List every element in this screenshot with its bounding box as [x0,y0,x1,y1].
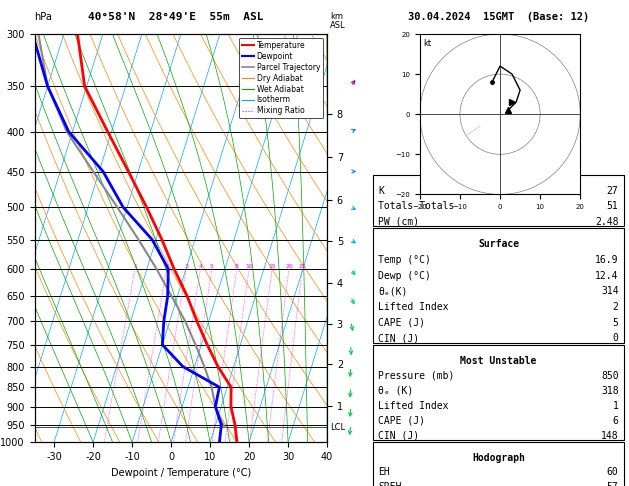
Text: 6: 6 [613,416,618,426]
Text: EH: EH [379,467,390,477]
Bar [373,175,624,226]
Bar [373,228,624,343]
Legend: Temperature, Dewpoint, Parcel Trajectory, Dry Adiabat, Wet Adiabat, Isotherm, Mi: Temperature, Dewpoint, Parcel Trajectory… [239,38,323,119]
Text: 0: 0 [613,333,618,343]
Text: 148: 148 [601,431,618,441]
Text: Surface: Surface [478,240,519,249]
Text: 2: 2 [165,264,169,269]
Text: 25: 25 [298,264,306,269]
Text: SREH: SREH [379,482,402,486]
Text: 5: 5 [210,264,214,269]
Text: θₑ(K): θₑ(K) [379,286,408,296]
Text: Most Unstable: Most Unstable [460,356,537,365]
Text: Lifted Index: Lifted Index [379,401,449,411]
Text: CAPE (J): CAPE (J) [379,416,425,426]
Text: θₑ (K): θₑ (K) [379,386,414,396]
Text: 30.04.2024  15GMT  (Base: 12): 30.04.2024 15GMT (Base: 12) [408,12,589,22]
Text: 2: 2 [613,302,618,312]
Text: 1: 1 [613,401,618,411]
Text: Totals Totals: Totals Totals [379,201,455,211]
Bar [373,345,624,440]
Text: 10: 10 [245,264,253,269]
Text: Dewp (°C): Dewp (°C) [379,271,431,280]
Text: CAPE (J): CAPE (J) [379,317,425,328]
Text: 12.4: 12.4 [595,271,618,280]
Text: 4: 4 [198,264,203,269]
Text: CIN (J): CIN (J) [379,333,420,343]
Text: K: K [379,186,384,196]
Text: 27: 27 [607,186,618,196]
Text: CIN (J): CIN (J) [379,431,420,441]
Text: 20: 20 [285,264,293,269]
Text: Pressure (mb): Pressure (mb) [379,371,455,381]
Text: 314: 314 [601,286,618,296]
Text: 8: 8 [235,264,239,269]
Text: 318: 318 [601,386,618,396]
Text: 40°58'N  28°49'E  55m  ASL: 40°58'N 28°49'E 55m ASL [88,12,264,22]
Text: Lifted Index: Lifted Index [379,302,449,312]
Text: kt: kt [423,39,431,48]
Text: PW (cm): PW (cm) [379,217,420,226]
Text: 3: 3 [184,264,188,269]
Text: Temp (°C): Temp (°C) [379,255,431,265]
Text: 1: 1 [133,264,137,269]
Text: 2.48: 2.48 [595,217,618,226]
Text: hPa: hPa [35,12,52,22]
Text: Hodograph: Hodograph [472,452,525,463]
Text: 57: 57 [607,482,618,486]
Text: 60: 60 [607,467,618,477]
X-axis label: Dewpoint / Temperature (°C): Dewpoint / Temperature (°C) [111,468,251,478]
Text: 5: 5 [613,317,618,328]
Text: km
ASL: km ASL [330,12,346,30]
Text: 16.9: 16.9 [595,255,618,265]
Text: 51: 51 [607,201,618,211]
Text: LCL: LCL [330,422,345,432]
Text: 15: 15 [268,264,276,269]
Bar [373,442,624,486]
Text: 850: 850 [601,371,618,381]
